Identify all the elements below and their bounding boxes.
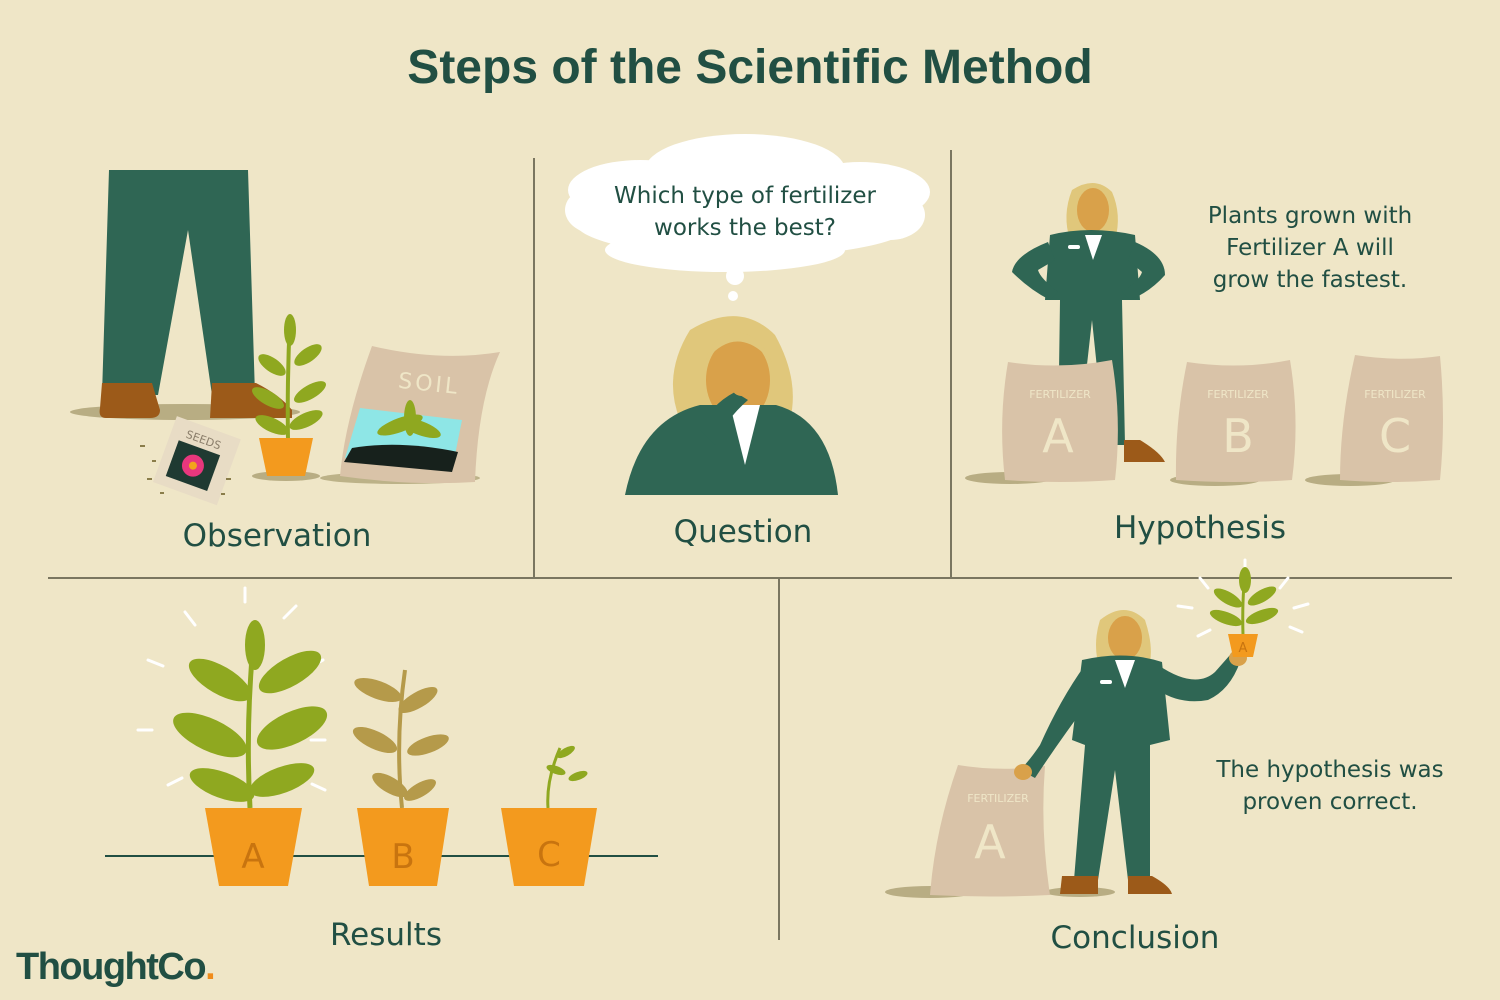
- raised-plant-icon: A: [1176, 558, 1310, 657]
- soil-bag-icon: SOIL: [320, 346, 500, 484]
- pot-a-letter: A: [241, 837, 264, 877]
- bag-c-word: FERTILIZER: [1364, 388, 1426, 401]
- bag-c-letter: C: [1379, 409, 1411, 463]
- divider-horizontal: [48, 577, 1452, 579]
- potted-plant-icon: [252, 314, 326, 481]
- pot-b-letter: B: [391, 837, 414, 877]
- question-illustration: [565, 134, 930, 495]
- step-label-question: Question: [673, 514, 813, 550]
- pot-c-icon: C: [501, 808, 597, 886]
- seeds-packet-icon: SEEDS: [152, 416, 241, 506]
- hypothesis-line-1: Plants grown with: [1207, 203, 1413, 229]
- step-label-results: Results: [330, 917, 442, 953]
- divider-top-left: [533, 158, 535, 578]
- person-legs-icon: [99, 170, 292, 418]
- conclusion-statement: The hypothesis was proven correct.: [1180, 754, 1480, 818]
- question-thought-text: Which type of fertilizer works the best?: [570, 180, 920, 244]
- raised-pot-letter: A: [1239, 641, 1248, 656]
- divider-top-right: [950, 150, 952, 578]
- worker-holding-plant-icon: [1014, 610, 1247, 894]
- thought-line-1: Which type of fertilizer: [614, 183, 876, 209]
- thought-line-2: works the best?: [654, 215, 836, 241]
- plant-c-icon: [546, 745, 588, 809]
- step-label-conclusion: Conclusion: [1050, 920, 1220, 956]
- pot-a-icon: A: [205, 808, 302, 886]
- bag-a-letter: A: [1042, 409, 1074, 463]
- conclusion-bag-letter: A: [974, 815, 1006, 869]
- fertilizer-bag-a-icon: FERTILIZER A: [1002, 360, 1118, 482]
- divider-bottom: [778, 578, 780, 940]
- worker-hands-on-hips-icon: [1012, 182, 1165, 462]
- fertilizer-bag-a-icon: FERTILIZER A: [930, 765, 1050, 897]
- page-title: Steps of the Scientific Method: [407, 41, 1093, 94]
- step-label-hypothesis: Hypothesis: [1113, 510, 1287, 546]
- conclusion-line-2: proven correct.: [1242, 789, 1418, 815]
- thinking-person-icon: [625, 316, 838, 495]
- pot-c-letter: C: [537, 835, 561, 875]
- hypothesis-illustration: FERTILIZER A FERTILIZER B FERTILIZER C: [965, 182, 1443, 486]
- pot-b-icon: B: [357, 808, 449, 886]
- thoughtco-logo[interactable]: ThoughtCo.: [16, 946, 216, 989]
- plant-b-icon: [352, 669, 449, 809]
- conclusion-line-1: The hypothesis was: [1216, 757, 1444, 783]
- logo-name: ThoughtCo: [16, 946, 207, 988]
- results-illustration: A B C: [105, 586, 658, 886]
- bag-b-letter: B: [1222, 409, 1254, 463]
- thought-bubble-icon: [565, 134, 930, 301]
- hypothesis-line-2: Fertilizer A will: [1226, 235, 1394, 261]
- bag-b-word: FERTILIZER: [1207, 388, 1269, 401]
- logo-dot: .: [205, 946, 216, 988]
- plant-a-icon: [173, 620, 328, 809]
- observation-illustration: SEEDS SOIL: [70, 170, 500, 506]
- scattered-seeds: [140, 445, 231, 495]
- conclusion-bag-word: FERTILIZER: [967, 792, 1029, 805]
- step-label-observation: Observation: [182, 518, 372, 554]
- fertilizer-bag-b-icon: FERTILIZER B: [1175, 360, 1296, 482]
- hypothesis-statement: Plants grown with Fertilizer A will grow…: [1155, 200, 1465, 296]
- bag-a-word: FERTILIZER: [1029, 388, 1091, 401]
- conclusion-illustration: FERTILIZER A: [885, 558, 1310, 898]
- hypothesis-line-3: grow the fastest.: [1212, 267, 1408, 293]
- fertilizer-bag-c-icon: FERTILIZER C: [1340, 355, 1443, 482]
